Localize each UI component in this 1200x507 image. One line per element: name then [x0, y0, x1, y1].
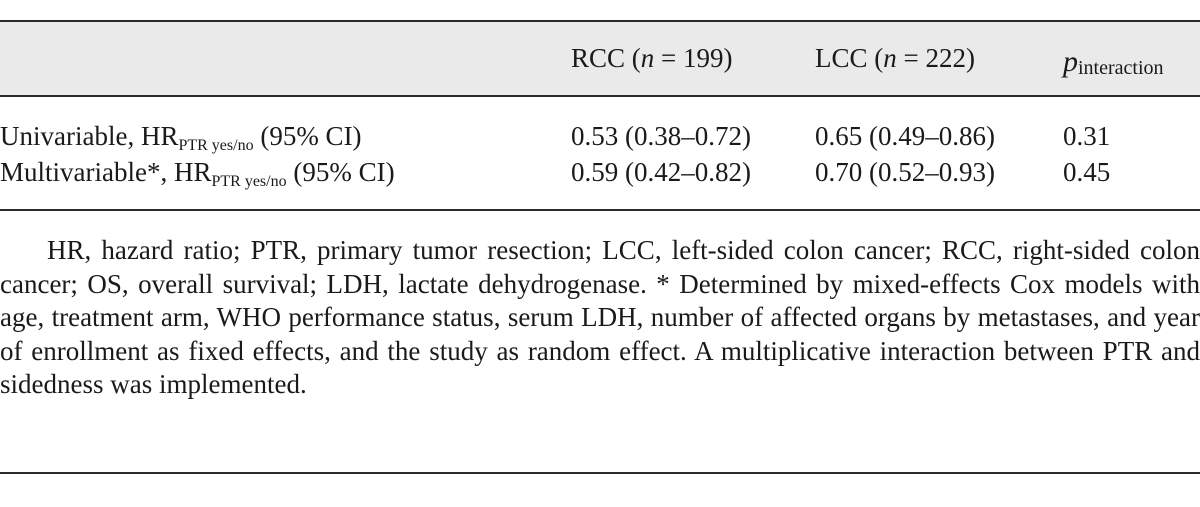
cell-multivariable-lcc: 0.70 (0.52–0.93)	[815, 157, 995, 187]
cell-univariable-rcc: 0.53 (0.38–0.72)	[571, 121, 751, 151]
cell-multivariable-p: 0.45	[1063, 157, 1111, 187]
column-header-rcc: RCC (n = 199)	[571, 42, 733, 74]
row-label-multivariable: Multivariable*, HRPTR yes/no (95% CI)	[0, 156, 395, 193]
row-label-suffix: (95% CI)	[253, 121, 362, 151]
rcc-n-value: = 199)	[654, 43, 733, 73]
row-label-prefix: Univariable, HR	[0, 121, 179, 151]
cell-multivariable-rcc: 0.59 (0.42–0.82)	[571, 157, 751, 187]
row-label-subscript: PTR yes/no	[178, 137, 254, 154]
lcc-label: LCC (	[815, 43, 884, 73]
p-symbol: p	[1063, 45, 1078, 78]
table-header-rule	[0, 95, 1200, 97]
row-label-univariable: Univariable, HRPTR yes/no (95% CI)	[0, 120, 362, 157]
column-header-p-interaction: pinteraction	[1063, 46, 1164, 81]
table-footnote: HR, hazard ratio; PTR, primary tumor res…	[0, 234, 1200, 402]
footnote-bottom-rule	[0, 472, 1200, 474]
rcc-label: RCC (	[571, 43, 641, 73]
p-subscript: interaction	[1078, 57, 1164, 79]
lcc-n-symbol: n	[883, 43, 897, 73]
cell-univariable-p: 0.31	[1063, 121, 1111, 151]
row-label-prefix: Multivariable*, HR	[0, 157, 212, 187]
footnote-text: HR, hazard ratio; PTR, primary tumor res…	[0, 235, 1200, 399]
table-header-band	[0, 22, 1200, 95]
row-label-subscript: PTR yes/no	[211, 173, 287, 190]
lcc-n-value: = 222)	[896, 43, 975, 73]
table-bottom-rule	[0, 209, 1200, 211]
table-top-rule	[0, 20, 1200, 22]
cell-univariable-lcc: 0.65 (0.49–0.86)	[815, 121, 995, 151]
column-header-lcc: LCC (n = 222)	[815, 42, 975, 74]
row-label-suffix: (95% CI)	[286, 157, 395, 187]
rcc-n-symbol: n	[640, 43, 655, 73]
